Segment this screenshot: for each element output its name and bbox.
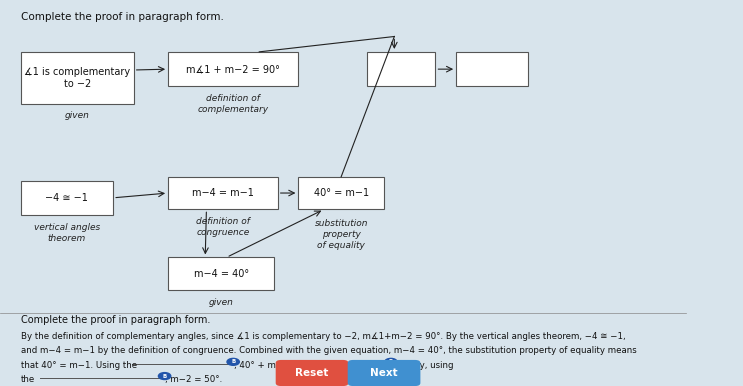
Text: m∡1 + m−2 = 90°: m∡1 + m−2 = 90° (186, 64, 280, 74)
Text: Complete the proof in paragraph form.: Complete the proof in paragraph form. (21, 315, 210, 325)
Text: m−4 = m−1: m−4 = m−1 (192, 188, 254, 198)
Text: B: B (389, 359, 393, 364)
FancyBboxPatch shape (168, 52, 299, 86)
Text: the: the (21, 375, 35, 384)
FancyBboxPatch shape (21, 181, 113, 215)
Text: that 40° = m−1. Using the: that 40° = m−1. Using the (21, 361, 137, 370)
Text: given: given (209, 298, 233, 307)
FancyBboxPatch shape (21, 52, 134, 104)
Circle shape (158, 372, 171, 379)
Text: Next: Next (370, 368, 398, 378)
Text: By the definition of complementary angles, since ∡1 is complementary to −2, m∡1+: By the definition of complementary angle… (21, 332, 625, 341)
FancyBboxPatch shape (168, 177, 278, 209)
Text: B: B (163, 374, 166, 379)
FancyBboxPatch shape (276, 360, 348, 386)
Text: , m−2 = 50°.: , m−2 = 50°. (165, 375, 222, 384)
FancyBboxPatch shape (168, 257, 274, 290)
Text: 40° = m−1: 40° = m−1 (314, 188, 369, 198)
Text: vertical angles
theorem: vertical angles theorem (33, 223, 100, 243)
FancyBboxPatch shape (299, 177, 384, 209)
Text: given: given (65, 112, 90, 120)
FancyBboxPatch shape (348, 360, 421, 386)
FancyBboxPatch shape (367, 52, 435, 86)
Text: definition of
complementary: definition of complementary (198, 94, 269, 114)
Text: , 40° + m−2 =: , 40° + m−2 = (234, 361, 299, 370)
Text: ∡1 is complementary
to −2: ∡1 is complementary to −2 (24, 67, 130, 89)
Text: . Finally, using: . Finally, using (392, 361, 453, 370)
Circle shape (385, 358, 397, 365)
Text: and m−4 = m−1 by the definition of congruence. Combined with the given equation,: and m−4 = m−1 by the definition of congr… (21, 347, 636, 356)
Text: definition of
congruence: definition of congruence (196, 217, 250, 237)
Circle shape (227, 358, 239, 365)
Text: B: B (231, 359, 236, 364)
FancyBboxPatch shape (456, 52, 528, 86)
Text: Complete the proof in paragraph form.: Complete the proof in paragraph form. (21, 12, 224, 22)
Text: Reset: Reset (296, 368, 328, 378)
Text: substitution
property
of equality: substitution property of equality (314, 219, 368, 250)
Text: m−4 = 40°: m−4 = 40° (194, 269, 249, 279)
Text: −4 ≅ −1: −4 ≅ −1 (45, 193, 88, 203)
